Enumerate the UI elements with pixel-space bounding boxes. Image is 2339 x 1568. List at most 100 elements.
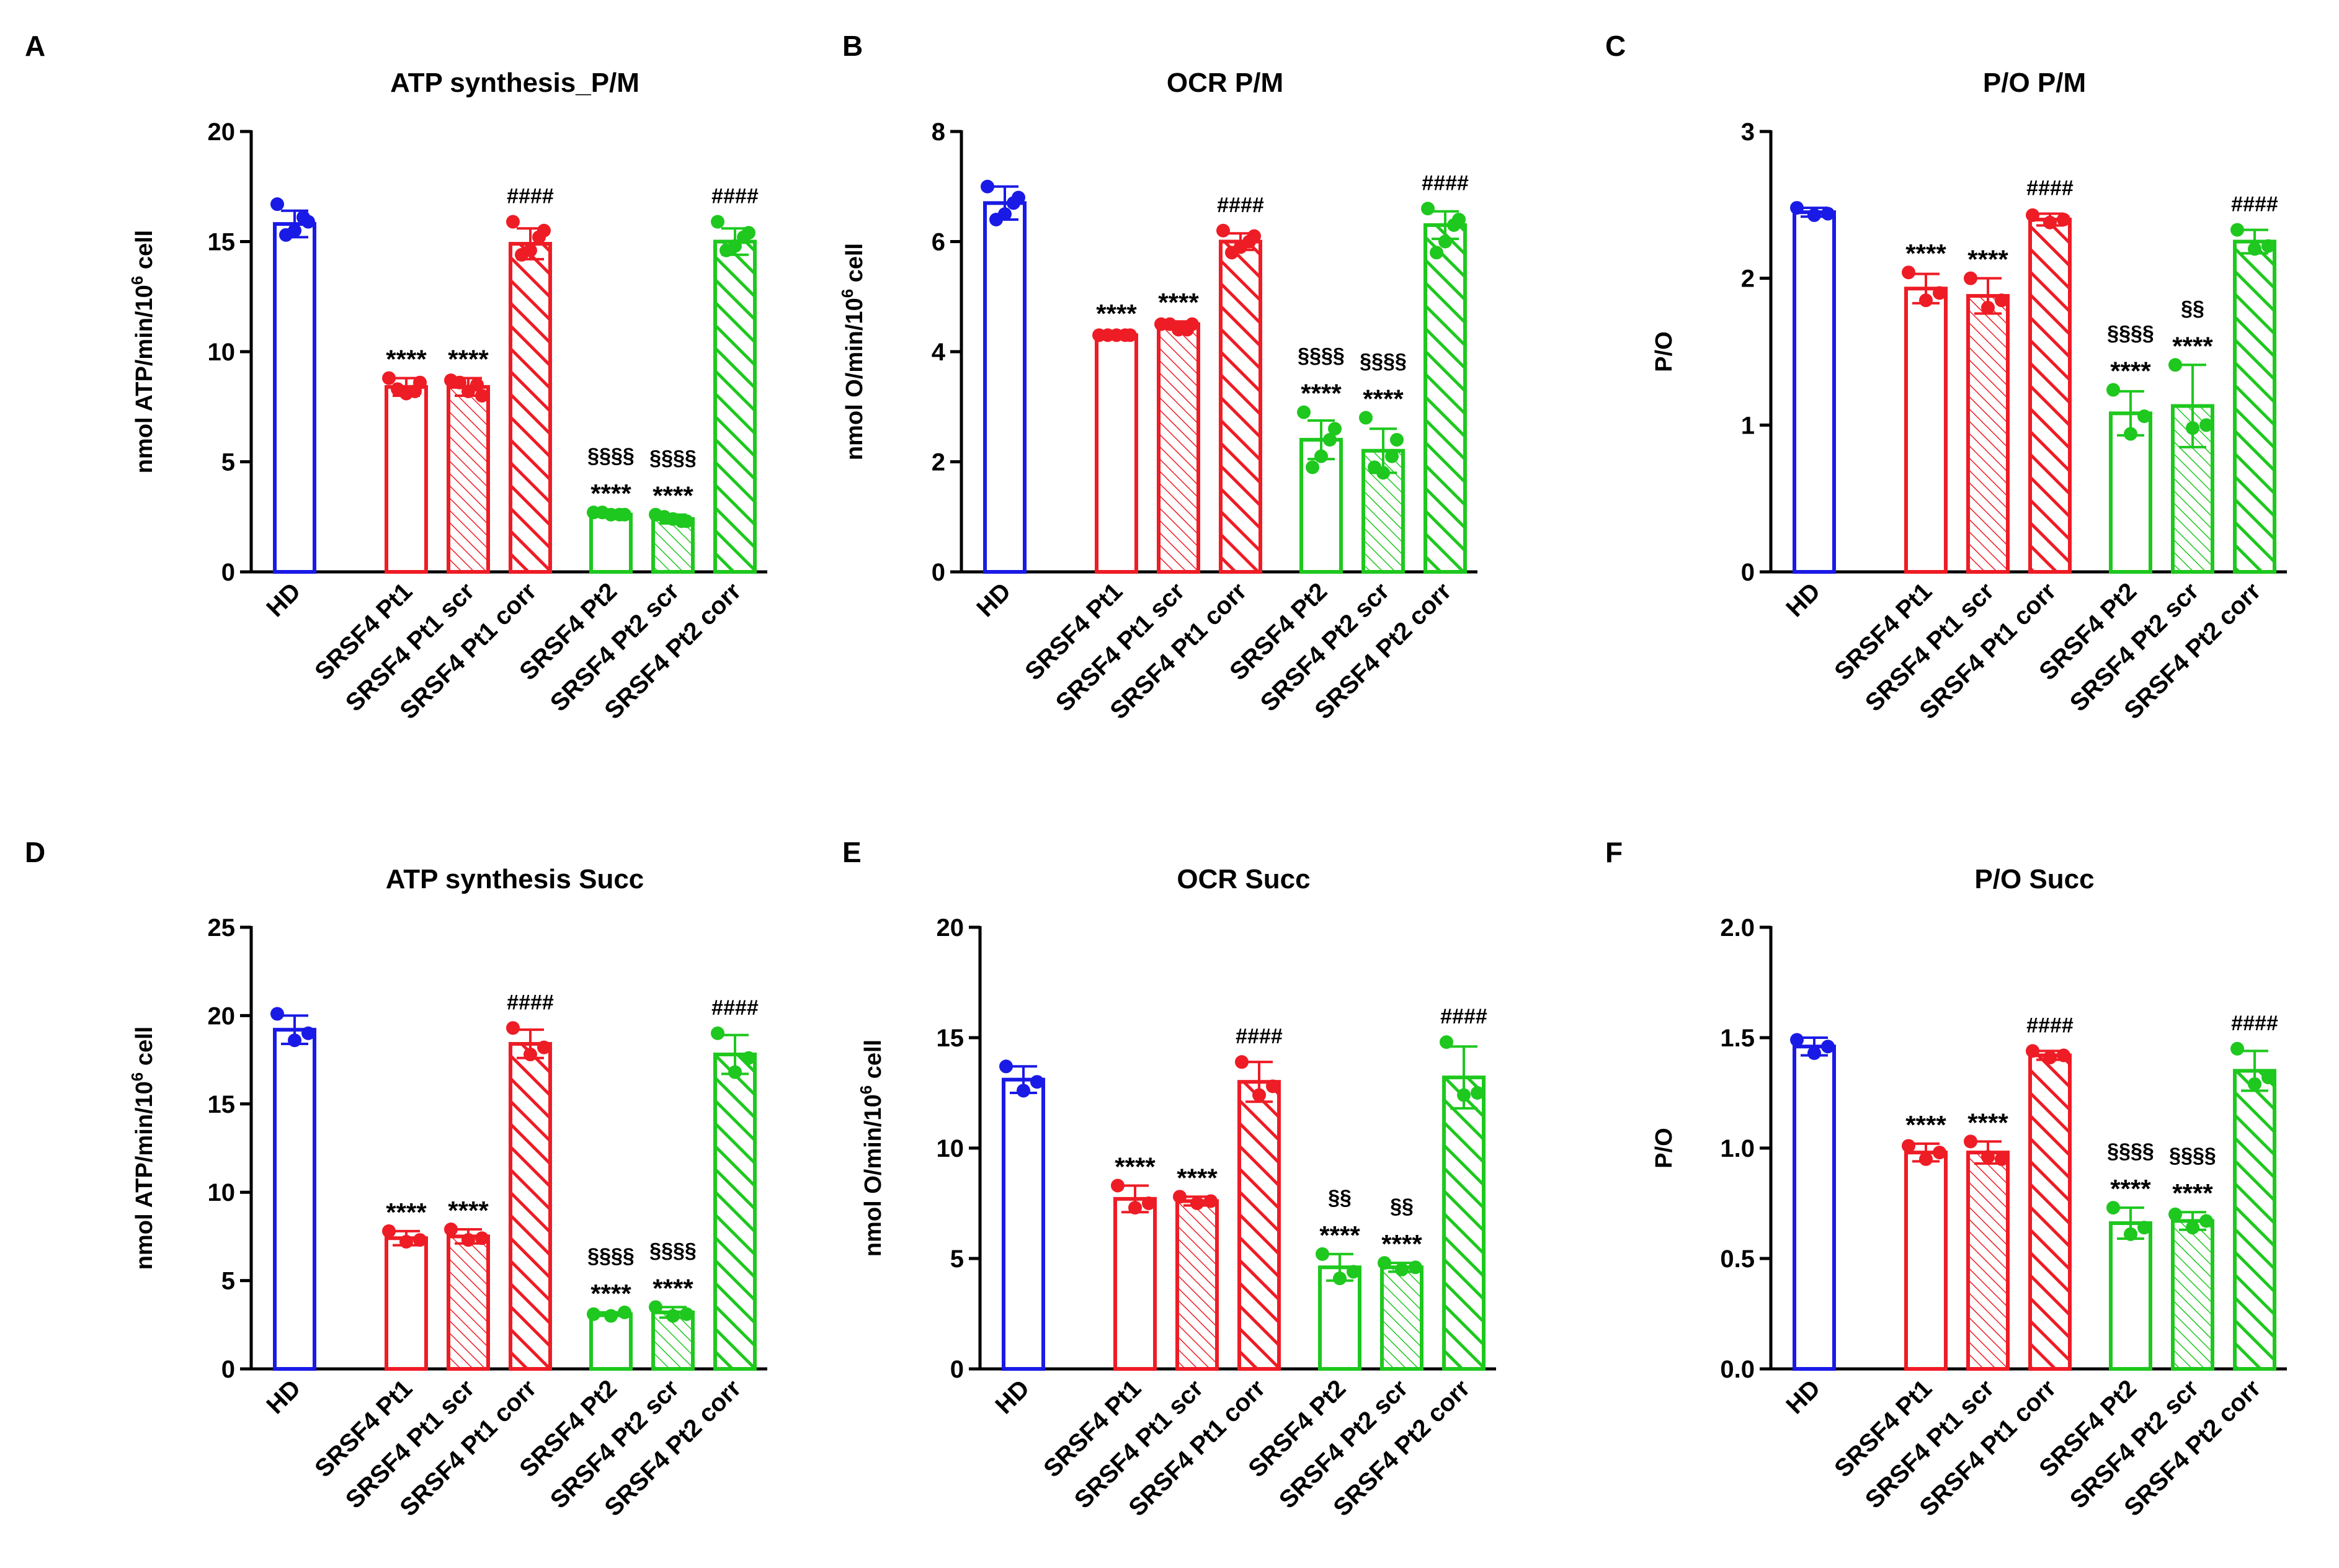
bar-srsf4-pt1-corr <box>509 242 552 574</box>
data-point <box>666 1309 680 1323</box>
significance-stars: **** <box>590 479 631 508</box>
y-tick-label: 0 <box>950 1356 964 1383</box>
y-tick-label: 0 <box>221 559 235 586</box>
significance-section: §§§§ <box>649 1239 697 1262</box>
significance-section: §§§§ <box>587 1244 635 1268</box>
data-point <box>1807 208 1821 222</box>
bar-srsf4-pt2-corr <box>2233 239 2276 574</box>
bar-srsf4-pt2-corr <box>1423 223 1467 574</box>
data-point <box>711 1026 724 1040</box>
bar-srsf4-pt1-scr <box>1157 322 1200 574</box>
bar-hd <box>273 222 316 574</box>
x-tick-label: HD <box>971 577 1016 622</box>
x-tick-label: HD <box>990 1374 1035 1419</box>
data-point <box>475 389 489 403</box>
data-point <box>1252 1088 1266 1102</box>
bar-srsf4-pt1-corr <box>2028 1053 2072 1371</box>
y-axis-label: P/O <box>1651 331 1677 372</box>
data-point <box>523 1048 537 1062</box>
y-tick-label: 25 <box>208 914 236 942</box>
data-point <box>1807 1046 1821 1060</box>
data-point <box>1306 460 1319 474</box>
bar-srsf4-pt1 <box>385 1236 428 1371</box>
significance-stars: **** <box>1905 1110 1946 1139</box>
data-point <box>382 371 396 385</box>
data-point <box>1190 1196 1204 1210</box>
data-point <box>587 1307 600 1321</box>
data-point <box>1142 1196 1156 1210</box>
bar-srsf4-pt2-corr <box>1442 1076 1486 1371</box>
data-point <box>2199 1214 2213 1228</box>
bar-srsf4-pt1-corr <box>1237 1080 1281 1371</box>
data-point <box>413 1233 427 1247</box>
chart-title: ATP synthesis Succ <box>386 864 644 894</box>
x-tick-label: HD <box>261 577 306 622</box>
data-point <box>2199 418 2213 432</box>
data-point <box>2043 1051 2057 1065</box>
significance-section: §§§§ <box>2107 1139 2154 1163</box>
significance-hash: #### <box>2026 177 2074 200</box>
data-point <box>728 1065 742 1079</box>
significance-section: §§ <box>1390 1195 1414 1218</box>
data-point <box>1030 1075 1044 1089</box>
data-point <box>2137 409 2151 424</box>
data-point <box>1385 449 1399 463</box>
bar-hd <box>1793 210 1836 574</box>
bar-srsf4-pt2 <box>589 512 633 574</box>
data-point <box>288 1033 301 1048</box>
data-point <box>2230 223 2244 237</box>
panel-letter: D <box>25 836 45 868</box>
significance-section: §§§§ <box>649 447 697 470</box>
significance-stars: **** <box>2110 1174 2151 1203</box>
data-point <box>2186 421 2199 435</box>
significance-hash: #### <box>2231 193 2278 216</box>
y-tick-label: 0 <box>1741 559 1755 586</box>
data-point <box>2124 1227 2137 1241</box>
data-point <box>1395 1262 1409 1276</box>
data-point <box>720 243 733 257</box>
data-point <box>613 507 626 522</box>
panel-D: D ATP synthesis Succ 0 5 10 15 20 25 nmol ATP/mi… <box>25 836 767 1521</box>
significance-stars: **** <box>1301 379 1342 408</box>
data-point <box>2261 239 2275 253</box>
data-point <box>270 1007 284 1021</box>
data-point <box>1297 405 1311 419</box>
data-point <box>1017 1084 1030 1098</box>
data-point <box>1995 1152 2008 1166</box>
x-tick-label: HD <box>1781 577 1825 622</box>
bar-hd <box>983 201 1027 574</box>
y-tick-label: 20 <box>937 914 965 942</box>
bar-srsf4-pt1 <box>1904 1151 1948 1371</box>
bar-hd <box>1793 1045 1836 1371</box>
data-point <box>2248 1077 2261 1091</box>
significance-stars: **** <box>1177 1163 1218 1192</box>
data-point <box>1409 1260 1422 1275</box>
significance-section: §§§§ <box>2107 322 2154 345</box>
bar-srsf4-pt1-scr <box>1966 294 2010 574</box>
data-point <box>461 1233 475 1247</box>
bar-srsf4-pt2-corr <box>713 239 757 574</box>
data-point <box>2168 1207 2182 1221</box>
data-point <box>680 1307 693 1321</box>
data-point <box>506 215 520 229</box>
data-point <box>2261 1071 2275 1085</box>
y-tick-label: 1.5 <box>1720 1025 1755 1052</box>
y-axis-label: nmol O/min/106 cell <box>857 1040 886 1257</box>
data-point <box>1471 1086 1484 1100</box>
y-tick-label: 20 <box>208 1002 236 1030</box>
significance-stars: **** <box>2172 331 2213 360</box>
significance-hash: #### <box>711 185 759 208</box>
y-tick-label: 8 <box>932 118 945 146</box>
significance-hash: #### <box>507 991 554 1014</box>
data-point <box>537 1040 551 1054</box>
significance-section: §§ <box>2181 296 2204 320</box>
significance-hash: #### <box>1217 194 1264 217</box>
bar-hd <box>1002 1077 1045 1371</box>
significance-section: §§§§ <box>1360 350 1407 373</box>
data-point <box>1328 422 1342 436</box>
y-tick-label: 5 <box>221 449 235 476</box>
bar-srsf4-pt1-corr <box>1219 239 1262 574</box>
panel-letter: F <box>1605 836 1623 868</box>
data-point <box>453 375 466 390</box>
